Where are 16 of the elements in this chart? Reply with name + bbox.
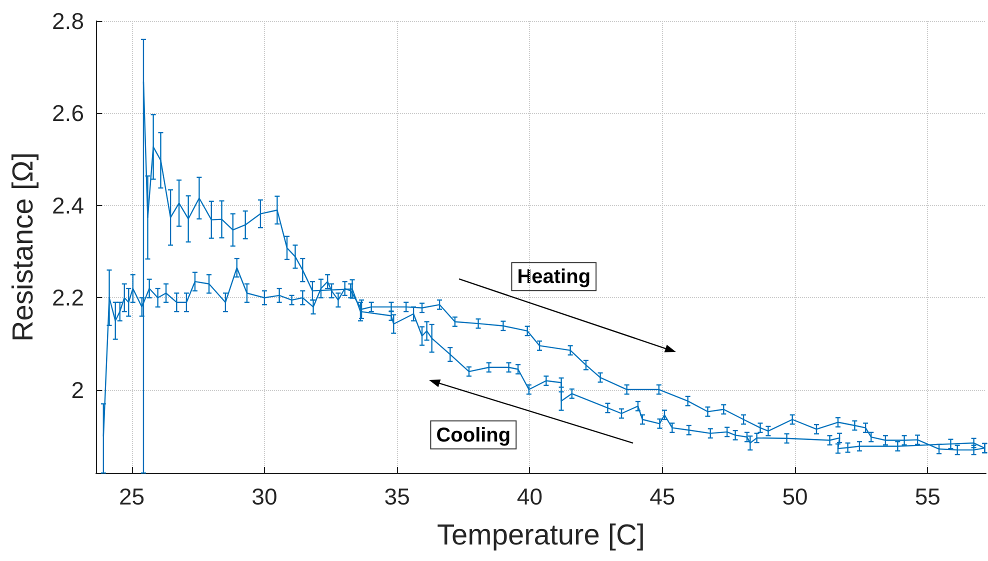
y-tick-label: 2.6 bbox=[52, 100, 84, 126]
x-tick-label: 25 bbox=[119, 484, 145, 510]
x-tick-label: 50 bbox=[782, 484, 808, 510]
x-tick-label: 35 bbox=[384, 484, 410, 510]
y-tick-label: 2.4 bbox=[52, 192, 84, 218]
annotation: Heating bbox=[517, 266, 591, 288]
x-tick-label: 45 bbox=[650, 484, 676, 510]
y-tick-label: 2.2 bbox=[52, 284, 84, 311]
y-tick-label: 2 bbox=[71, 376, 84, 403]
y-tick-label: 2.8 bbox=[52, 8, 84, 34]
x-tick-label: 40 bbox=[516, 484, 543, 510]
x-axis-title: Temperature [C] bbox=[437, 520, 645, 552]
x-tick-label: 55 bbox=[914, 484, 940, 510]
x-tick-label: 30 bbox=[252, 484, 278, 510]
annotation: Cooling bbox=[436, 424, 511, 446]
y-axis-title: Resistance [Ω] bbox=[8, 152, 40, 342]
